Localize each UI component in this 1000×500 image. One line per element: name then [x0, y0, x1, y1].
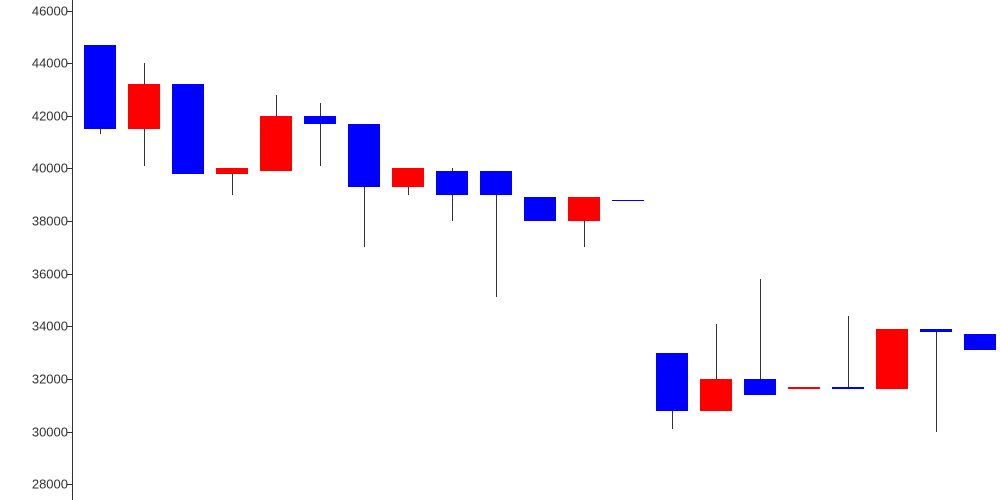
candle-body-down	[392, 168, 424, 186]
candle-body-down	[876, 329, 908, 390]
candle-body-up	[920, 329, 952, 332]
y-axis-label: 28000	[32, 477, 68, 492]
plot-area	[72, 0, 1000, 500]
candle-wick	[848, 316, 849, 390]
y-axis-label: 44000	[32, 56, 68, 71]
y-axis-label: 34000	[32, 319, 68, 334]
candle-body-down	[216, 168, 248, 173]
candle-body-down	[128, 84, 160, 129]
candle-body-up	[84, 45, 116, 129]
candle-body-up	[304, 116, 336, 124]
y-axis-label: 46000	[32, 3, 68, 18]
candle-body-down	[260, 116, 292, 171]
candle-body-down	[788, 387, 820, 390]
y-axis-label: 30000	[32, 424, 68, 439]
candle-wick	[320, 103, 321, 166]
candle-body-up	[524, 197, 556, 221]
y-axis-label: 32000	[32, 371, 68, 386]
candlestick-chart: 28000 30000 32000 34000 36000 38000 40000 42000…	[0, 0, 1000, 500]
y-axis-label: 42000	[32, 108, 68, 123]
candle-body-up	[656, 353, 688, 411]
candle-body-down	[700, 379, 732, 411]
candle-body-up	[348, 124, 380, 187]
candle-wick	[936, 329, 937, 432]
candle-body-up	[480, 171, 512, 195]
candle-body-up	[172, 84, 204, 173]
candle-wick	[760, 279, 761, 395]
candle-body-up	[744, 379, 776, 395]
y-axis-label: 36000	[32, 266, 68, 281]
candle-body-up	[964, 334, 996, 350]
candle-body-down	[568, 197, 600, 221]
candle-body-up	[436, 171, 468, 195]
y-axis-label: 38000	[32, 214, 68, 229]
candle-body-up	[832, 387, 864, 390]
candle-body-up	[612, 200, 644, 201]
y-axis-label: 40000	[32, 161, 68, 176]
